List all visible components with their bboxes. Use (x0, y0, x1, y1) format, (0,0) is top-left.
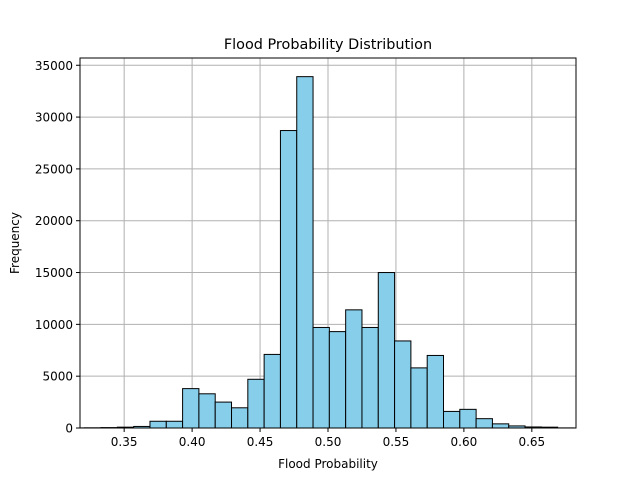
histogram-bar (443, 410, 461, 428)
x-axis-label: Flood Probability (278, 457, 378, 471)
histogram-bar (312, 326, 330, 428)
histogram-bar (198, 393, 216, 428)
histogram-bar (182, 388, 200, 428)
bars (80, 76, 575, 428)
x-tick-label: 0.50 (315, 435, 342, 449)
histogram-bar (279, 130, 298, 428)
histogram-bar (296, 76, 314, 428)
y-tick-label: 0 (65, 422, 73, 436)
grid-lines (80, 58, 576, 429)
y-tick-label: 10000 (35, 318, 73, 332)
histogram-bar (394, 340, 412, 428)
histogram-bar (475, 418, 493, 428)
histogram-bar (377, 272, 396, 428)
y-tick-label: 15000 (35, 266, 73, 280)
x-tick-label: 0.65 (518, 435, 545, 449)
x-tick-label: 0.60 (451, 435, 478, 449)
x-tick-label: 0.40 (179, 435, 206, 449)
y-tick-label: 5000 (42, 370, 73, 384)
histogram-bar (247, 378, 265, 428)
y-tick-label: 35000 (35, 59, 73, 73)
y-tick-label: 20000 (35, 214, 73, 228)
x-tick-label: 0.45 (247, 435, 274, 449)
histogram-bar (361, 326, 379, 428)
x-tick-label: 0.35 (111, 435, 138, 449)
histogram-bar (491, 423, 510, 428)
y-tick-label: 30000 (35, 111, 73, 125)
histogram-bar (459, 408, 477, 428)
histogram-bar (231, 407, 249, 428)
histogram-bar (410, 367, 428, 428)
histogram-bar (426, 354, 445, 428)
histogram-bar (165, 420, 184, 428)
histogram-bar (328, 331, 347, 428)
histogram-bar (214, 401, 233, 428)
chart-title: Flood Probability Distribution (224, 37, 432, 53)
y-axis-label: Frequency (8, 212, 22, 274)
histogram-bar (345, 309, 363, 428)
histogram-bar (149, 420, 167, 428)
y-tick-label: 25000 (35, 162, 73, 176)
x-tick-label: 0.55 (383, 435, 410, 449)
axis-ticks: 0.35 0.40 0.45 0.50 0.55 0.60 0.65 0 5000 10000 15… (35, 59, 545, 449)
histogram-bar (263, 353, 281, 428)
